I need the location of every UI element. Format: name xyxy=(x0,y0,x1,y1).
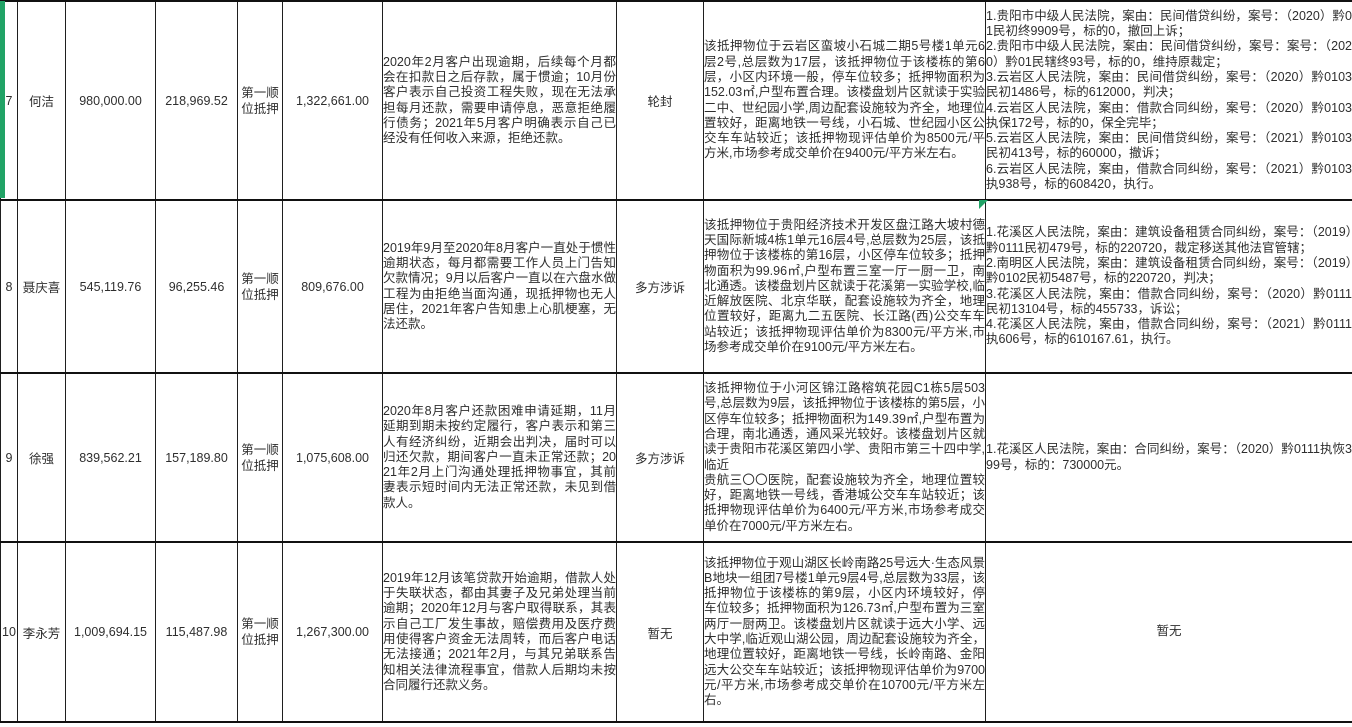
cell-row-number[interactable]: 9 xyxy=(0,372,18,543)
cell-collection-log[interactable]: 2019年9月至2020年8月客户一直处于惯性逾期状态，每月都需要工作人员上门告… xyxy=(382,199,617,374)
cell-borrower-name[interactable]: 何洁 xyxy=(17,0,66,201)
cell-collateral-description[interactable]: 该抵押物位于小河区锦江路榕筑花园C1栋5层503号,总层数为9层，该抵押物位于该… xyxy=(703,372,986,543)
cell-mortgage-rank[interactable]: 第一顺位抵押 xyxy=(237,372,283,543)
cell-court-cases[interactable]: 1.贵阳市中级人民法院，案由：民间借贷纠纷，案号：（2020）黔01民初终990… xyxy=(985,0,1352,201)
cell-amount-principal[interactable]: 1,009,694.15 xyxy=(65,541,156,723)
table-row: 9 徐强 839,562.21 157,189.80 第一顺位抵押 1,075,… xyxy=(0,372,1352,543)
selection-fill-handle-icon[interactable] xyxy=(979,200,988,209)
cell-litigation-status[interactable]: 多方涉诉 xyxy=(616,372,704,543)
cell-borrower-name[interactable]: 徐强 xyxy=(17,372,66,543)
cell-amount-principal[interactable]: 545,119.76 xyxy=(65,199,156,374)
cell-litigation-status[interactable]: 轮封 xyxy=(616,0,704,201)
cell-amount-interest[interactable]: 157,189.80 xyxy=(155,372,238,543)
cell-mortgage-rank[interactable]: 第一顺位抵押 xyxy=(237,199,283,374)
cell-collateral-description[interactable]: 该抵押物位于观山湖区长岭南路25号远大·生态风景B地块一组团7号楼1单元9层4号… xyxy=(703,541,986,723)
cell-collection-log[interactable]: 2020年2月客户出现逾期，后续每个月都会在扣款日之后存款，属于惯逾；10月份客… xyxy=(382,0,617,201)
cell-borrower-name[interactable]: 聂庆喜 xyxy=(17,199,66,374)
cell-amount-interest[interactable]: 96,255.46 xyxy=(155,199,238,374)
cell-mortgage-rank[interactable]: 第一顺位抵押 xyxy=(237,541,283,723)
cell-amount-total[interactable]: 1,075,608.00 xyxy=(282,372,383,543)
cell-borrower-name[interactable]: 李永芳 xyxy=(17,541,66,723)
cell-collateral-description[interactable]: 该抵押物位于贵阳经济技术开发区盘江路大坡村德天国际新城4栋1单元16层4号,总层… xyxy=(703,199,986,374)
cell-collection-log[interactable]: 2020年8月客户还款困难申请延期，11月延期到期未按约定履行，客户表示和第三人… xyxy=(382,372,617,543)
cell-amount-total[interactable]: 809,676.00 xyxy=(282,199,383,374)
selection-left-border xyxy=(0,1,5,198)
cell-court-cases[interactable]: 暂无 xyxy=(985,541,1352,723)
cell-amount-interest[interactable]: 115,487.98 xyxy=(155,541,238,723)
table-row: 10 李永芳 1,009,694.15 115,487.98 第一顺位抵押 1,… xyxy=(0,541,1352,723)
cell-collateral-description[interactable]: 该抵押物位于云岩区蛮坡小石城二期5号楼1单元6层2号,总层数为17层，该抵押物位… xyxy=(703,0,986,201)
cell-row-number[interactable]: 8 xyxy=(0,199,18,374)
cell-litigation-status[interactable]: 多方涉诉 xyxy=(616,199,704,374)
table-row: 8 聂庆喜 545,119.76 96,255.46 第一顺位抵押 809,67… xyxy=(0,199,1352,374)
cell-collection-log[interactable]: 2019年12月该笔贷款开始逾期，借款人处于失联状态，都由其妻子及兄弟处理当前逾… xyxy=(382,541,617,723)
table-row: 7 何洁 980,000.00 218,969.52 第一顺位抵押 1,322,… xyxy=(0,0,1352,201)
cell-amount-principal[interactable]: 839,562.21 xyxy=(65,372,156,543)
cell-amount-total[interactable]: 1,322,661.00 xyxy=(282,0,383,201)
cell-amount-principal[interactable]: 980,000.00 xyxy=(65,0,156,201)
cell-court-cases[interactable]: 1.花溪区人民法院，案由：建筑设备租赁合同纠纷，案号：（2019）黔0111民初… xyxy=(985,199,1352,374)
cell-mortgage-rank[interactable]: 第一顺位抵押 xyxy=(237,0,283,201)
cell-litigation-status[interactable]: 暂无 xyxy=(616,541,704,723)
cell-amount-interest[interactable]: 218,969.52 xyxy=(155,0,238,201)
cell-court-cases[interactable]: 1.花溪区人民法院，案由：合同纠纷，案号：（2020）黔0111执恢399号，标… xyxy=(985,372,1352,543)
cell-amount-total[interactable]: 1,267,300.00 xyxy=(282,541,383,723)
cell-row-number[interactable]: 10 xyxy=(0,541,18,723)
